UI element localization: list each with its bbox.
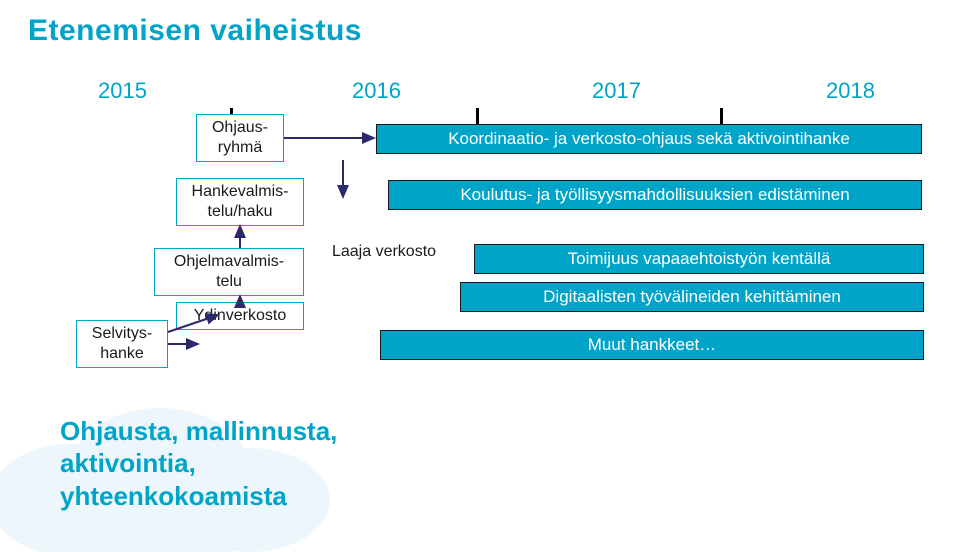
summary-line: Ohjausta, mallinnusta,: [60, 415, 337, 448]
summary-text: Ohjausta, mallinnusta, aktivointia, yhte…: [60, 415, 337, 513]
summary-line: yhteenkokoamista: [60, 480, 337, 513]
summary-line: aktivointia,: [60, 447, 337, 480]
